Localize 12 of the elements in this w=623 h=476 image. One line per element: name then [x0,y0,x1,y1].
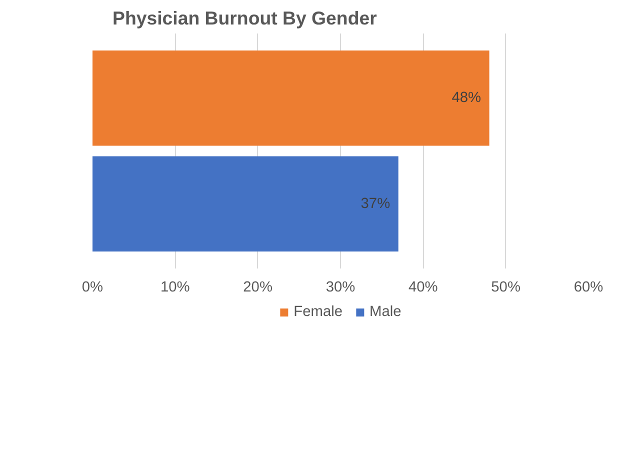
x-tick-label: 0% [82,280,104,296]
data-label: 48% [452,90,482,106]
chart-title: Physician Burnout By Gender [112,8,377,28]
x-tick-label: 50% [491,280,521,296]
data-label: 37% [360,196,390,212]
x-tick-label: 40% [408,280,438,296]
x-tick-label: 20% [243,280,273,296]
legend-label: Male [370,304,402,320]
x-tick-label: 30% [326,280,356,296]
legend-label: Female [294,304,343,320]
x-tick-label: 10% [160,280,190,296]
x-tick-label: 60% [574,280,604,296]
